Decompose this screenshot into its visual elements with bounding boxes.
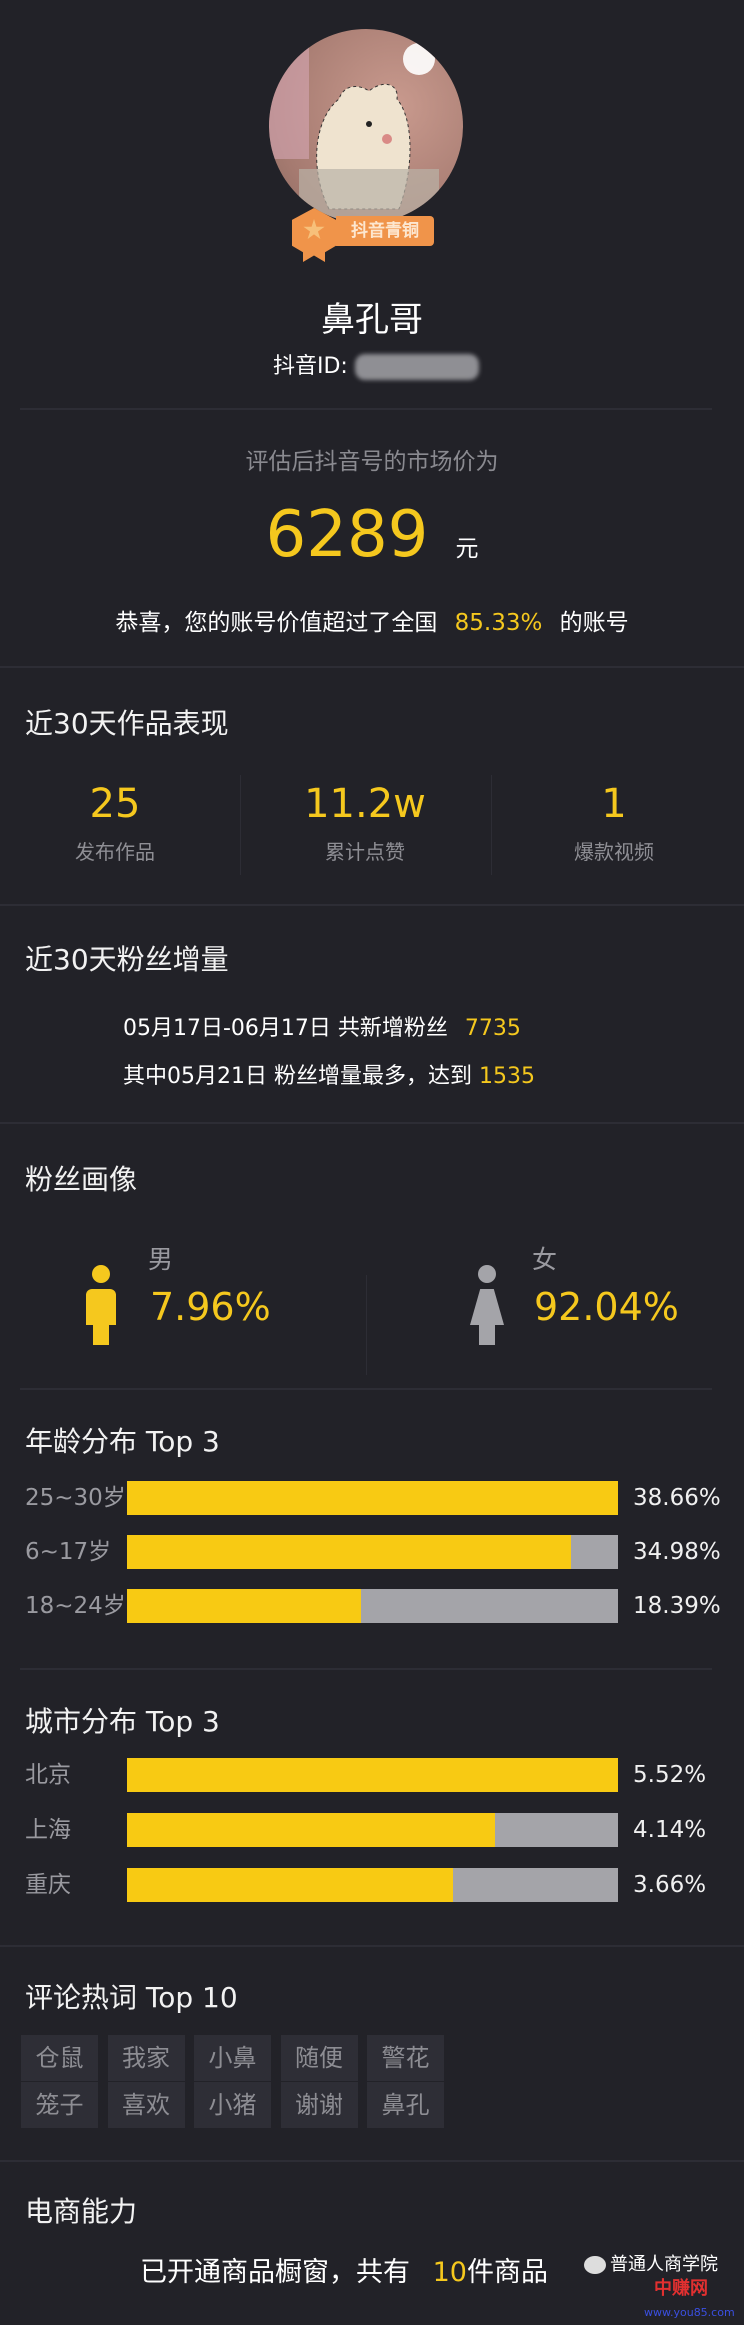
bar-fill: [127, 1868, 453, 1902]
divider: [20, 1388, 712, 1390]
stat-likes: 11.2w 累计点赞: [304, 781, 426, 864]
age-title: 年龄分布 Top 3: [25, 1425, 220, 1458]
bar-fill: [127, 1758, 618, 1792]
female-label: 女: [532, 1245, 558, 1274]
bar-percent: 5.52%: [633, 1762, 707, 1788]
city-bar-row: 上海 4.14%: [25, 1813, 725, 1847]
female-percent: 92.04%: [534, 1285, 679, 1329]
stat-published: 25 发布作品: [75, 781, 155, 864]
bar-percent: 18.39%: [633, 1593, 721, 1619]
divider: [366, 1275, 367, 1375]
comment-tag: 随便: [280, 2035, 358, 2081]
id-label: 抖音ID:: [273, 354, 348, 379]
bar-track: [127, 1868, 618, 1902]
currency-unit: 元: [455, 536, 479, 562]
divider: [0, 1122, 744, 1124]
ecommerce-summary: 已开通商品橱窗，共有 10件商品: [140, 2257, 548, 2288]
bar-track: [127, 1481, 618, 1515]
profile-id: 抖音ID:: [273, 348, 479, 380]
bar-percent: 34.98%: [633, 1539, 721, 1565]
valuation-congrats: 恭喜，您的账号价值超过了全国 85.33% 的账号: [115, 610, 629, 636]
bar-percent: 3.66%: [633, 1872, 707, 1898]
badge-label: 抖音青铜: [336, 216, 434, 246]
divider: [0, 904, 744, 906]
age-bar-row: 18~24岁 18.39%: [25, 1589, 725, 1623]
bar-label: 北京: [25, 1762, 71, 1788]
stat-viral: 1 爆款视频: [574, 781, 654, 864]
divider: [491, 775, 492, 875]
watermark-url: www.you85.com: [644, 2306, 735, 2319]
age-bar-row: 6~17岁 34.98%: [25, 1535, 725, 1569]
divider: [0, 666, 744, 668]
fans-growth-line1: 05月17日-06月17日 共新增粉丝 7735: [123, 1016, 521, 1041]
hamster-icon: [269, 39, 439, 223]
city-title: 城市分布 Top 3: [25, 1705, 220, 1738]
bar-label: 6~17岁: [25, 1539, 112, 1565]
male-percent: 7.96%: [150, 1285, 271, 1329]
city-bar-row: 北京 5.52%: [25, 1758, 725, 1792]
divider: [240, 775, 241, 875]
comments-title: 评论热词 Top 10: [25, 1981, 238, 2014]
comment-tag: 谢谢: [280, 2082, 358, 2128]
bar-percent: 38.66%: [633, 1485, 721, 1511]
comment-tag: 笼子: [21, 2082, 98, 2128]
divider: [20, 1668, 712, 1670]
bar-track: [127, 1589, 618, 1623]
city-bar-row: 重庆 3.66%: [25, 1868, 725, 1902]
bar-fill: [127, 1481, 618, 1515]
male-icon: [86, 1265, 116, 1345]
watermark-text: 普通人商学院: [610, 2254, 718, 2275]
bar-label: 25~30岁: [25, 1485, 126, 1511]
bar-label: 重庆: [25, 1872, 71, 1898]
female-icon: [470, 1265, 504, 1345]
divider: [20, 408, 712, 410]
comment-tag: 我家: [107, 2035, 185, 2081]
comment-tag: 小鼻: [194, 2035, 271, 2081]
ecommerce-title: 电商能力: [25, 2195, 138, 2228]
profile-name: 鼻孔哥: [321, 300, 423, 340]
divider: [0, 1945, 744, 1947]
valuation-amount: 6289 元: [0, 498, 744, 572]
id-redacted: [354, 354, 479, 380]
fans-growth-title: 近30天粉丝增量: [25, 943, 229, 976]
level-badge: 抖音青铜: [292, 208, 440, 264]
comment-tag: 仓鼠: [21, 2035, 98, 2081]
bar-track: [127, 1758, 618, 1792]
rank-percent: 85.33%: [454, 610, 543, 636]
watermark-logo: 中赚网: [654, 2278, 708, 2299]
watermark: 普通人商学院 中赚网 www.you85.com: [584, 2254, 744, 2325]
age-bar-row: 25~30岁 38.66%: [25, 1481, 725, 1515]
bar-track: [127, 1813, 618, 1847]
medal-icon: [292, 208, 336, 262]
portrait-title: 粉丝画像: [25, 1163, 138, 1196]
bar-fill: [127, 1589, 361, 1623]
comment-tag: 鼻孔: [367, 2082, 444, 2128]
bar-label: 18~24岁: [25, 1593, 126, 1619]
works-title: 近30天作品表现: [25, 707, 229, 740]
bar-fill: [127, 1535, 572, 1569]
comment-tag: 警花: [367, 2035, 444, 2081]
comment-tag: 喜欢: [107, 2082, 185, 2128]
bar-label: 上海: [25, 1817, 71, 1843]
male-label: 男: [148, 1245, 174, 1274]
valuation-caption: 评估后抖音号的市场价为: [245, 449, 499, 475]
bar-track: [127, 1535, 618, 1569]
bar-fill: [127, 1813, 496, 1847]
comment-tag: 小猪: [194, 2082, 271, 2128]
amount: 6289: [265, 498, 429, 572]
avatar: [269, 29, 463, 223]
fans-growth-line2: 其中05月21日 粉丝增量最多，达到 1535: [123, 1064, 535, 1089]
divider: [0, 2160, 744, 2162]
wechat-icon: [584, 2256, 606, 2274]
bar-percent: 4.14%: [633, 1817, 707, 1843]
